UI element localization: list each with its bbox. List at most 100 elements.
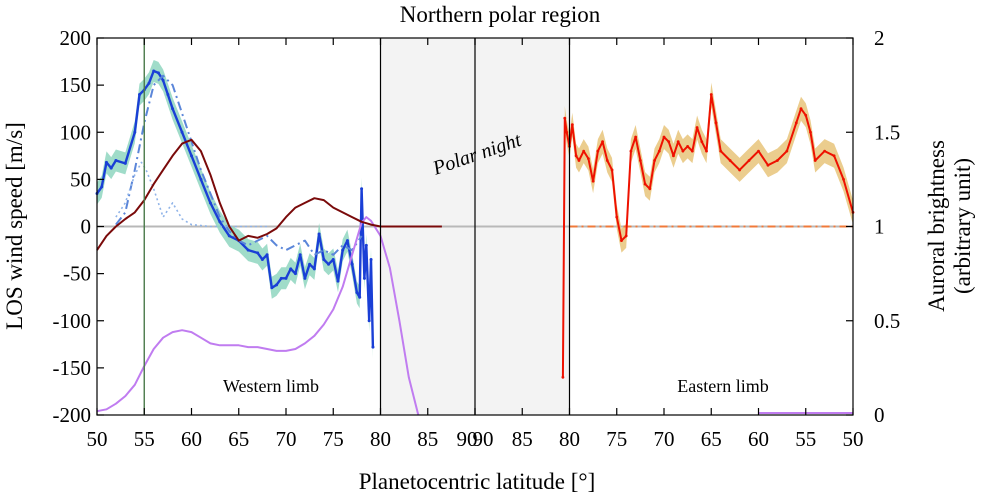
east-wind-point	[624, 234, 628, 238]
east-wind-point	[582, 149, 586, 153]
text-layer: Northern polar region Planetocentric lat…	[2, 2, 975, 494]
tick-layer: 200 150 100 50 0 -50 -100 -150 -200 2 1.5 1 0.5 0 50 55…	[53, 26, 901, 451]
east-wind-point	[610, 168, 614, 172]
x-tick-label: 55	[795, 427, 816, 451]
west-wind-uncertainty-band	[97, 60, 373, 359]
west-wind-point	[360, 187, 364, 191]
west-wind-point	[369, 257, 373, 261]
west-wind-point	[336, 279, 340, 283]
east-wind-point	[681, 149, 685, 153]
west-wind-point	[327, 262, 331, 266]
east-wind-point	[574, 154, 578, 158]
east-wind-point	[615, 215, 619, 219]
west-wind-point	[171, 107, 175, 111]
east-wind-point	[747, 159, 751, 162]
y-tick-label: 150	[60, 73, 92, 97]
west-wind-point	[133, 130, 137, 134]
y2-tick-label: 0	[874, 403, 885, 427]
east-wind-point	[620, 239, 623, 243]
west-wind-point	[104, 160, 108, 164]
west-wind-point	[190, 154, 193, 158]
y-tick-label: -50	[63, 262, 91, 286]
y-axis-title: LOS wind speed [m/s]	[2, 122, 27, 330]
east-wind-point	[629, 149, 633, 153]
west-wind-point	[256, 251, 260, 255]
y2-tick-label: 2	[874, 26, 885, 50]
y2-axis-title-line1: Auroral brightness	[924, 140, 949, 312]
x-tick-label: 50	[843, 427, 864, 451]
east-wind-point	[794, 121, 798, 125]
west-wind-point	[298, 253, 302, 257]
eastern-limb-label: Eastern limb	[677, 376, 768, 396]
west-model-dashdot-line	[115, 74, 363, 256]
x-axis-title: Planetocentric latitude [°]	[359, 469, 596, 494]
west-wind-point	[350, 262, 354, 266]
east-wind-point	[605, 159, 609, 162]
x-tick-label: 60	[181, 427, 202, 451]
east-wind-point	[662, 135, 666, 139]
east-wind-point	[776, 159, 779, 162]
east-wind-point	[728, 159, 732, 162]
x-tick-label: 80	[370, 427, 391, 451]
west-wind-point	[371, 345, 375, 349]
west-wind-point	[358, 295, 362, 299]
y-tick-label: -200	[53, 403, 92, 427]
west-wind-point	[308, 262, 312, 266]
y2-tick-label: 1	[874, 215, 885, 239]
east-wind-point	[738, 168, 741, 172]
east-wind-point	[809, 130, 812, 134]
east-wind-point	[563, 116, 567, 120]
west-wind-point	[152, 69, 156, 73]
west-wind-point	[260, 257, 264, 261]
west-wind-point	[293, 272, 297, 276]
x-tick-label: 70	[276, 427, 297, 451]
east-wind-point	[842, 177, 845, 181]
east-wind-point	[587, 157, 590, 161]
x-tick-label: 90	[457, 427, 478, 451]
east-wind-point	[601, 140, 604, 144]
west-wind-point	[208, 201, 212, 205]
y-tick-label: -150	[53, 356, 92, 380]
east-wind-point	[757, 149, 760, 153]
x-tick-label: 65	[228, 427, 249, 451]
east-wind-point	[657, 149, 661, 153]
east-wind-point	[648, 187, 652, 191]
east-wind-point	[570, 123, 574, 127]
east-wind-point	[672, 154, 675, 158]
west-wind-point	[331, 257, 335, 261]
y2-tick-label: 0.5	[874, 309, 900, 333]
east-wind-point	[561, 375, 565, 379]
west-secondary-line	[96, 138, 442, 251]
west-wind-point	[138, 93, 142, 97]
west-wind-line	[96, 69, 375, 348]
west-model-dotted-line	[115, 161, 268, 228]
east-wind-point	[634, 135, 638, 139]
east-wind-point	[832, 154, 836, 158]
east-wind-point	[705, 149, 708, 153]
y-tick-label: 50	[70, 167, 91, 191]
x-tick-label: 85	[417, 427, 438, 451]
y-tick-label: 200	[60, 26, 92, 50]
west-wind-point	[123, 161, 127, 165]
west-wind-point	[161, 78, 165, 82]
y-tick-label: -100	[53, 309, 92, 333]
east-wind-point	[690, 149, 694, 153]
west-wind-point	[100, 185, 104, 189]
west-wind-point	[147, 81, 151, 85]
east-wind-point	[676, 140, 680, 144]
y-tick-label: 0	[81, 215, 92, 239]
y2-tick-label: 1.5	[874, 120, 900, 144]
west-wind-point	[109, 166, 113, 170]
east-wind-point	[799, 107, 803, 111]
x-tick-label: 75	[323, 427, 344, 451]
east-wind-point	[667, 140, 671, 144]
east-wind-point	[643, 182, 647, 186]
west-wind-point	[227, 234, 231, 238]
east-wind-point	[591, 179, 595, 183]
west-wind-point	[199, 177, 203, 181]
west-wind-point	[166, 93, 170, 97]
east-wind-point	[813, 159, 817, 162]
west-wind-point	[275, 283, 279, 287]
west-wind-point	[317, 232, 321, 236]
east-wind-point	[700, 140, 704, 144]
